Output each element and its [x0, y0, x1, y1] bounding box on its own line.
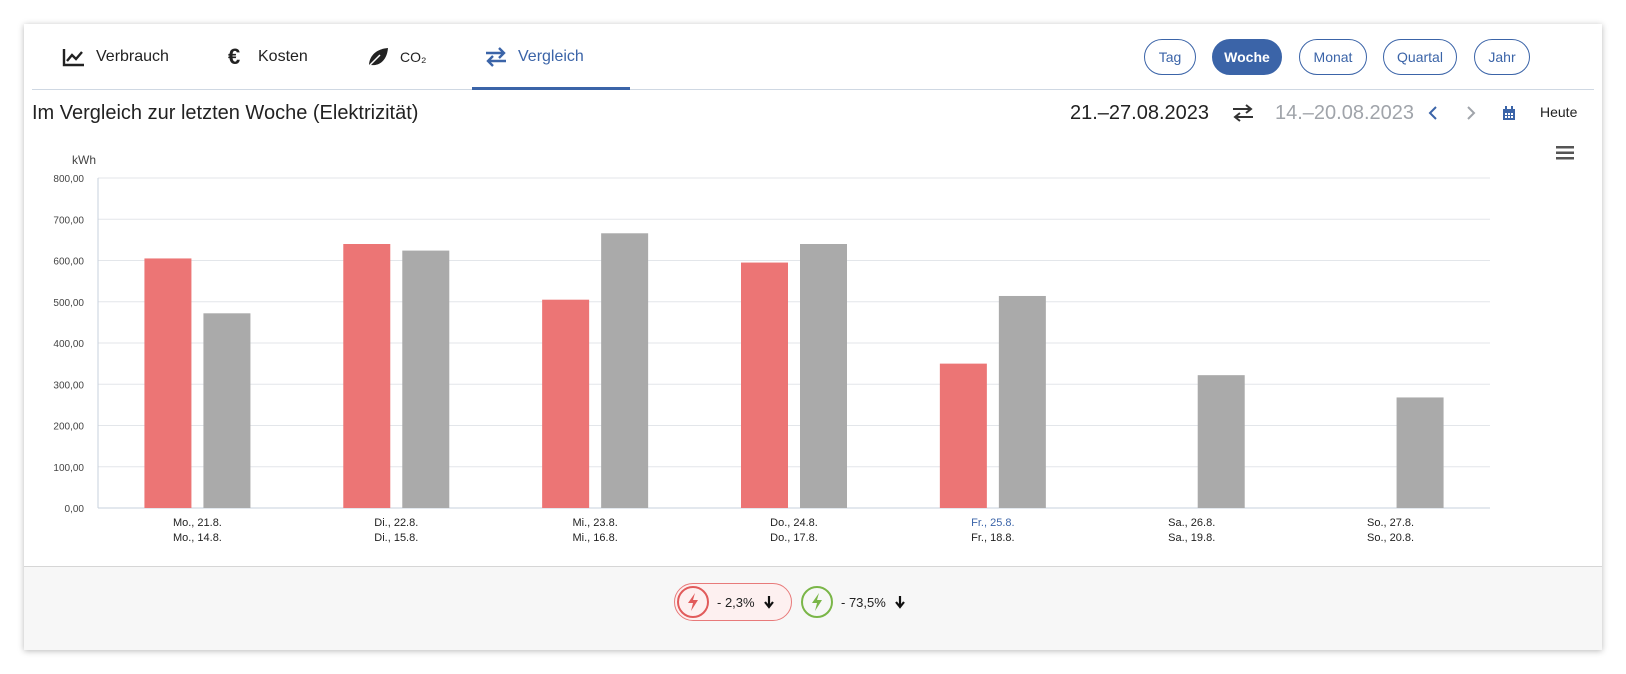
x-tick-label-previous: Sa., 19.8.	[1168, 532, 1215, 544]
active-tab-indicator	[472, 87, 630, 90]
tab-vergleich[interactable]: Vergleich	[484, 24, 584, 90]
y-tick-label: 800,00	[53, 174, 84, 185]
y-tick-label: 700,00	[53, 215, 84, 226]
x-tick-label-previous: So., 20.8.	[1367, 532, 1414, 544]
comparison-bar-chart: kWh 0,00 100,00 200,00 300,00 400,00 500,00 600…	[53, 153, 1490, 544]
tab-label: Vergleich	[518, 48, 584, 65]
bar-previous	[601, 233, 649, 508]
summary-value: - 2,3%	[717, 594, 755, 610]
x-tick-label-previous: Mo., 14.8.	[173, 532, 222, 544]
x-tick-label-previous: Mi., 16.8.	[573, 532, 618, 544]
swap-icon[interactable]	[1232, 104, 1254, 122]
period-woche-button[interactable]: Woche	[1212, 39, 1282, 75]
y-tick-label: 500,00	[53, 298, 84, 309]
y-tick-label: 200,00	[53, 422, 84, 433]
x-tick-label-current: So., 27.8.	[1367, 517, 1414, 529]
arrow-down-icon	[894, 596, 905, 609]
y-tick-label: 400,00	[53, 339, 84, 350]
lightning-bolt-icon	[677, 586, 709, 618]
x-tick-label-current: Do., 24.8.	[770, 517, 818, 529]
y-axis-label: kWh	[72, 153, 96, 167]
bar-previous	[402, 250, 450, 508]
page-title: Im Vergleich zur letzten Woche (Elektriz…	[32, 102, 419, 124]
bar-previous	[1396, 397, 1444, 508]
bar-previous	[800, 244, 847, 508]
y-tick-label: 0,00	[65, 504, 85, 515]
energy-comparison-card: Verbrauch € Kosten CO₂ Vergleich Tag Woc…	[24, 24, 1602, 650]
x-tick-label-current: Mi., 23.8.	[573, 517, 618, 529]
x-tick-label-current: Di., 22.8.	[374, 517, 418, 529]
tab-label: Verbrauch	[96, 48, 169, 65]
bar-previous	[1197, 375, 1245, 508]
tab-label: CO₂	[400, 49, 427, 65]
leaf-icon	[367, 48, 388, 68]
summary-footer: - 2,3% - 73,5%	[24, 566, 1602, 650]
x-tick-label-previous: Do., 17.8.	[770, 532, 818, 544]
x-tick-label-current: Sa., 26.8.	[1168, 517, 1215, 529]
tab-bar: Verbrauch € Kosten CO₂ Vergleich Tag Woc…	[32, 24, 1594, 90]
swap-arrows-icon	[486, 47, 506, 67]
chevron-right-icon[interactable]	[1464, 104, 1478, 122]
arrow-down-icon	[763, 596, 774, 609]
today-button[interactable]: Heute	[1540, 104, 1578, 120]
x-tick-label-previous: Di., 15.8.	[374, 532, 418, 544]
y-tick-label: 600,00	[53, 257, 84, 268]
x-tick-label-current: Fr., 25.8.	[971, 517, 1014, 529]
x-tick-label-previous: Fr., 18.8.	[971, 532, 1014, 544]
x-tick-label-current: Mo., 21.8.	[173, 517, 222, 529]
period-quartal-button[interactable]: Quartal	[1383, 39, 1457, 75]
bar-current	[939, 363, 987, 508]
tab-kosten[interactable]: € Kosten	[228, 24, 308, 90]
period-monat-button[interactable]: Monat	[1299, 39, 1367, 75]
bar-current	[343, 244, 391, 508]
summary-badge-previous[interactable]: - 73,5%	[799, 583, 919, 621]
line-chart-icon	[62, 49, 84, 67]
bar-previous	[203, 313, 251, 508]
y-tick-label: 100,00	[53, 463, 84, 474]
calendar-icon[interactable]	[1502, 106, 1516, 121]
tab-verbrauch[interactable]: Verbrauch	[62, 24, 169, 90]
chart-menu-icon[interactable]	[1556, 146, 1574, 160]
tab-co2[interactable]: CO₂	[366, 24, 426, 90]
bar-current	[542, 299, 590, 508]
lightning-bolt-icon	[801, 586, 833, 618]
chevron-left-icon[interactable]	[1426, 104, 1440, 122]
euro-icon: €	[228, 44, 241, 69]
bar-previous	[998, 295, 1046, 508]
period-jahr-button[interactable]: Jahr	[1474, 39, 1530, 75]
summary-value: - 73,5%	[841, 594, 886, 610]
tab-label: Kosten	[258, 48, 308, 65]
y-tick-label: 300,00	[53, 380, 84, 391]
bar-current	[144, 258, 192, 508]
current-date-range: 21.–27.08.2023	[1070, 102, 1210, 124]
period-tag-button[interactable]: Tag	[1144, 39, 1196, 75]
bar-current	[741, 262, 788, 508]
summary-badge-current[interactable]: - 2,3%	[674, 583, 792, 621]
compare-date-range[interactable]: 14.–20.08.2023	[1275, 102, 1415, 124]
